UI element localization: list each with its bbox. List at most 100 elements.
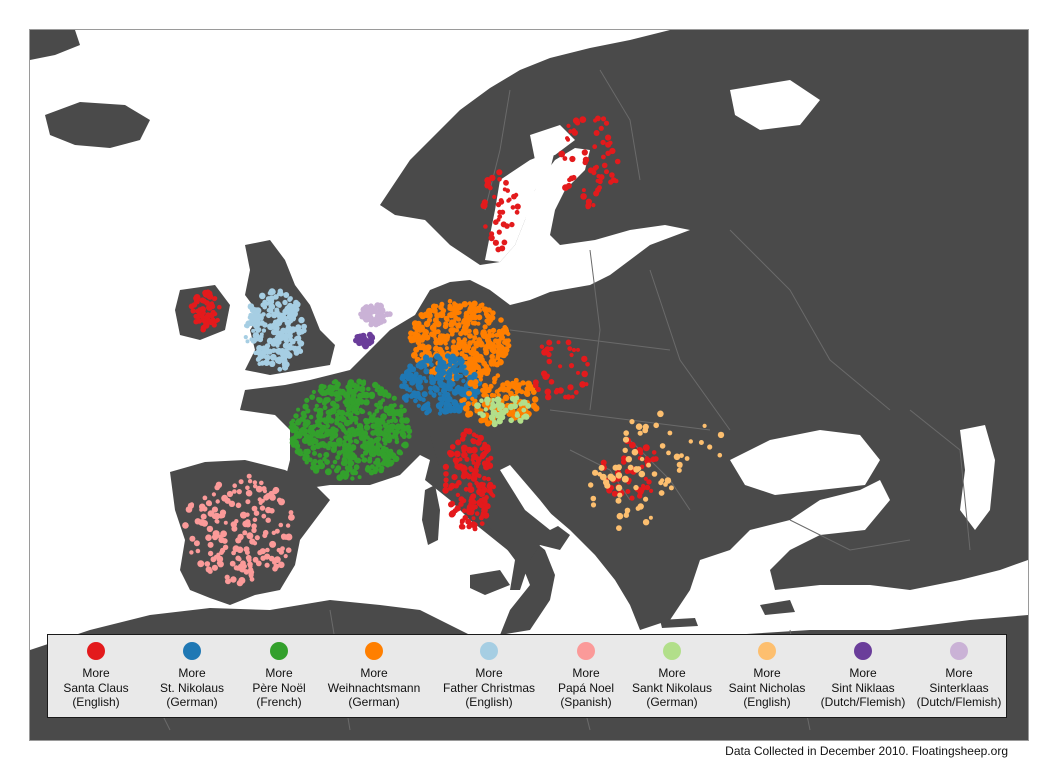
search-term-dot <box>461 470 468 477</box>
search-term-dot <box>231 550 237 556</box>
search-term-dot <box>368 391 376 399</box>
search-term-dot <box>401 434 407 440</box>
search-term-dot <box>267 290 273 296</box>
search-term-dot <box>497 331 504 338</box>
search-term-dot <box>601 154 606 160</box>
search-term-dot <box>623 430 629 436</box>
search-term-dot <box>480 412 486 419</box>
search-term-dot <box>195 309 200 314</box>
search-term-dot <box>629 441 636 449</box>
search-term-dot <box>625 489 631 494</box>
search-term-dot <box>374 408 380 414</box>
search-term-dot <box>254 535 260 541</box>
search-term-dot <box>633 484 639 491</box>
search-term-dot <box>471 516 476 521</box>
search-term-dot <box>348 412 354 417</box>
search-term-dot <box>290 345 296 351</box>
search-term-dot <box>329 428 337 436</box>
search-term-dot <box>293 413 299 419</box>
search-term-dot <box>617 492 623 498</box>
search-term-dot <box>284 319 292 327</box>
search-term-dot <box>461 301 468 308</box>
legend-label-line3: (English) <box>72 695 120 709</box>
search-term-dot <box>644 484 651 491</box>
search-term-dot <box>498 199 505 205</box>
legend-color-dot <box>577 642 595 660</box>
search-term-dot <box>316 397 323 404</box>
search-term-dot <box>481 482 486 487</box>
legend-item: More Père Noël (French) <box>219 635 339 719</box>
search-term-dot <box>452 307 459 315</box>
search-term-dot <box>489 353 496 360</box>
search-term-dot <box>315 429 320 434</box>
search-term-dot <box>296 407 301 412</box>
search-term-dot <box>463 370 468 375</box>
search-term-dot <box>470 438 477 445</box>
search-term-dot <box>251 505 258 512</box>
search-term-dot <box>252 541 258 546</box>
search-term-dot <box>295 327 301 333</box>
search-term-dot <box>246 532 254 540</box>
search-term-dot <box>458 523 465 530</box>
legend-label-line1: More <box>265 666 293 680</box>
search-term-dot <box>434 303 439 309</box>
border-line <box>789 519 911 551</box>
search-term-dot <box>454 328 460 333</box>
search-term-dot <box>303 448 309 455</box>
search-term-dot <box>470 457 475 462</box>
search-term-dot <box>657 410 664 418</box>
search-term-dot <box>431 307 438 314</box>
search-term-dot <box>259 505 266 511</box>
sicily-landmass <box>470 570 510 595</box>
search-term-dot <box>252 315 258 321</box>
search-term-dot <box>335 381 341 388</box>
search-term-dot <box>592 469 599 476</box>
search-term-dot <box>474 480 479 486</box>
search-term-dot <box>377 318 385 325</box>
search-term-dot <box>490 348 497 355</box>
search-term-dot <box>252 517 258 523</box>
search-term-dot <box>302 422 307 427</box>
search-term-dot <box>421 333 428 340</box>
search-term-dot <box>616 525 622 531</box>
search-term-dot <box>468 465 473 471</box>
search-term-dot <box>565 394 572 400</box>
search-term-dot <box>480 332 488 339</box>
search-term-dot <box>213 311 218 317</box>
search-term-dot <box>454 505 461 512</box>
search-term-dot <box>481 460 489 467</box>
search-term-dot <box>444 407 450 413</box>
search-term-dot <box>415 320 422 327</box>
search-term-dot <box>642 519 650 526</box>
search-term-dot <box>332 391 339 397</box>
search-term-dot <box>615 497 622 504</box>
search-term-dot <box>274 357 279 362</box>
legend-item: More Papá Noel (Spanish) <box>526 635 646 719</box>
search-term-dot <box>256 345 263 352</box>
search-term-dot <box>663 482 668 487</box>
search-term-dot <box>313 407 318 412</box>
search-term-dot <box>245 499 251 505</box>
search-term-dot <box>268 555 275 562</box>
search-term-dot <box>509 221 515 228</box>
legend-label-line2: Père Noël <box>252 680 306 695</box>
search-term-dot <box>207 541 214 548</box>
search-term-dot <box>568 129 573 134</box>
search-term-dot <box>198 519 206 526</box>
search-term-dot <box>336 474 344 481</box>
search-term-dot <box>608 140 613 146</box>
search-term-dot <box>541 370 548 377</box>
search-term-dot <box>221 494 229 502</box>
search-term-dot <box>392 455 400 463</box>
search-term-dot <box>349 417 355 423</box>
search-term-dot <box>280 546 285 551</box>
search-term-dot <box>189 535 196 542</box>
search-term-dot <box>594 164 599 170</box>
search-term-dot <box>305 408 311 414</box>
search-term-dot <box>199 306 206 313</box>
search-term-dot <box>357 378 363 384</box>
search-term-dot <box>285 547 292 553</box>
search-term-dot <box>298 316 305 324</box>
search-term-dot <box>415 339 422 346</box>
search-term-dot <box>593 190 600 197</box>
